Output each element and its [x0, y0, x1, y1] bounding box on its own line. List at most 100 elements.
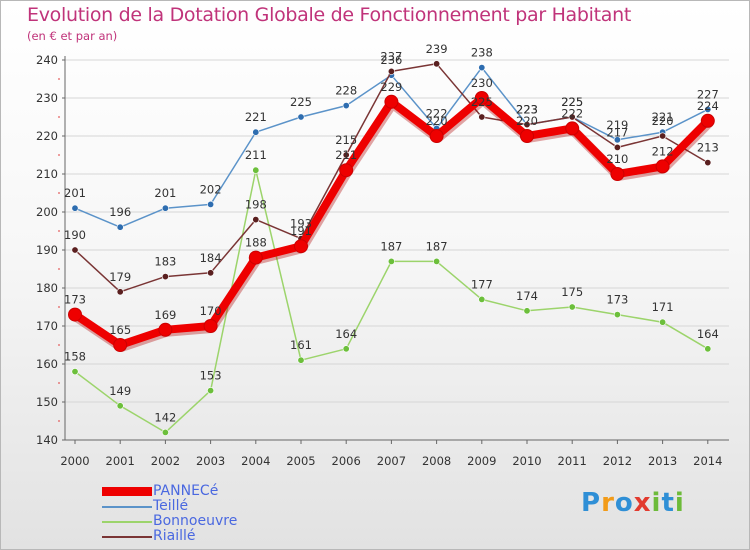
data-point — [252, 166, 260, 174]
data-label: 169 — [154, 308, 176, 322]
data-label: 220 — [652, 114, 674, 128]
data-point — [116, 223, 124, 231]
data-point — [339, 163, 354, 178]
data-point — [207, 200, 215, 208]
data-label: 198 — [245, 198, 267, 212]
logo-letter: P — [581, 488, 602, 518]
data-label: 188 — [245, 236, 267, 250]
legend-label-riaille: Riaillé — [153, 528, 196, 544]
data-label: 171 — [652, 300, 674, 314]
data-point — [610, 167, 625, 181]
y-tick-label: 170 — [36, 319, 58, 333]
data-label: 173 — [64, 293, 86, 307]
x-tick-label: 2008 — [422, 454, 451, 468]
data-point — [478, 64, 486, 72]
data-label: 158 — [64, 350, 86, 364]
data-point — [523, 307, 531, 315]
legend-swatch-pannece — [102, 487, 152, 496]
data-point — [568, 303, 576, 311]
data-point — [387, 67, 395, 75]
data-label: 164 — [335, 327, 357, 341]
data-label: 236 — [380, 53, 402, 67]
logo-letter: t — [661, 488, 675, 518]
data-label: 187 — [426, 239, 448, 253]
data-point — [297, 113, 305, 121]
data-label: 225 — [290, 95, 312, 109]
data-label: 239 — [426, 42, 448, 56]
data-point — [704, 159, 712, 167]
data-point — [68, 307, 82, 322]
x-tick-label: 2000 — [60, 454, 89, 468]
data-point — [71, 246, 79, 254]
data-label: 224 — [697, 99, 719, 113]
data-label: 225 — [471, 95, 493, 109]
legend-label-bonnoeuvre: Bonnoeuvre — [153, 513, 238, 529]
data-label: 165 — [109, 323, 131, 337]
y-tick-label: 220 — [36, 129, 58, 143]
data-point — [161, 273, 169, 281]
legend-swatch-bonnoeuvre — [102, 521, 152, 523]
data-point — [116, 402, 124, 410]
data-point — [71, 368, 79, 376]
y-tick-label: 210 — [36, 167, 58, 181]
data-point — [568, 113, 576, 121]
x-tick-label: 2011 — [558, 454, 587, 468]
data-point — [704, 345, 712, 353]
x-tick-label: 2009 — [467, 454, 496, 468]
data-point — [252, 216, 260, 224]
data-point — [294, 239, 308, 254]
data-point — [71, 204, 79, 212]
data-label: 222 — [426, 106, 448, 120]
data-label: 223 — [516, 103, 538, 117]
data-label: 213 — [697, 141, 719, 155]
data-label: 221 — [245, 110, 267, 124]
x-tick-label: 2003 — [196, 454, 225, 468]
data-point — [342, 345, 350, 353]
data-label: 237 — [380, 49, 402, 63]
data-point — [342, 102, 350, 110]
data-label: 225 — [561, 95, 583, 109]
data-label: 211 — [335, 148, 357, 162]
data-point — [384, 94, 399, 109]
proxiti-logo: Proxiti — [581, 488, 685, 518]
data-point — [433, 257, 441, 265]
x-tick-label: 2006 — [332, 454, 361, 468]
data-label: 142 — [154, 410, 176, 424]
data-label: 183 — [154, 255, 176, 269]
x-tick-label: 2014 — [693, 454, 722, 468]
logo-letter: i — [651, 488, 662, 518]
legend-swatch-riaille — [102, 536, 152, 538]
data-label: 177 — [471, 277, 493, 291]
data-label: 227 — [697, 87, 719, 101]
data-point — [429, 129, 444, 143]
logo-letter: o — [614, 488, 634, 518]
data-label: 174 — [516, 289, 538, 303]
data-point — [700, 113, 715, 128]
data-label: 184 — [200, 251, 222, 265]
y-tick-label: 180 — [36, 281, 58, 295]
x-tick-label: 2004 — [241, 454, 270, 468]
data-label: 229 — [380, 80, 402, 94]
data-label: 201 — [154, 186, 176, 200]
data-point — [613, 311, 621, 319]
data-point — [113, 338, 128, 352]
data-label: 196 — [109, 205, 131, 219]
data-point — [613, 136, 621, 144]
data-point — [520, 129, 534, 143]
data-point — [659, 132, 667, 140]
data-point — [659, 318, 667, 326]
data-point — [342, 151, 350, 159]
x-tick-label: 2012 — [603, 454, 632, 468]
data-label: 161 — [290, 338, 312, 352]
data-point — [161, 428, 169, 436]
y-tick-label: 160 — [36, 357, 58, 371]
data-label: 220 — [516, 114, 538, 128]
data-point — [387, 257, 395, 265]
chart-subtitle: (en € et par an) — [27, 29, 118, 43]
y-tick-label: 150 — [36, 395, 58, 409]
y-tick-label: 140 — [36, 433, 58, 447]
data-label: 202 — [200, 182, 222, 196]
data-label: 179 — [109, 270, 131, 284]
legend-swatch-teille — [102, 506, 152, 508]
